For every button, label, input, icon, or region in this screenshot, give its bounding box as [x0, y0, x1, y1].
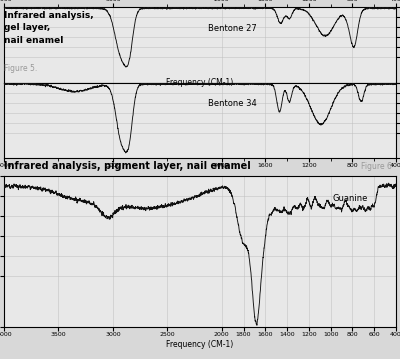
Text: Bentone 27: Bentone 27 [208, 24, 257, 33]
X-axis label: Frequency (CM-1): Frequency (CM-1) [166, 340, 234, 349]
Text: Guanine: Guanine [332, 194, 368, 202]
Text: Bentone 34: Bentone 34 [208, 99, 257, 108]
Text: Infrared analysis, pigment layer, nail enamel: Infrared analysis, pigment layer, nail e… [4, 160, 251, 171]
Text: Infrared analysis,
gel layer,
nail enamel: Infrared analysis, gel layer, nail ename… [4, 11, 94, 45]
Text: Figure 6: Figure 6 [361, 162, 392, 171]
Text: Frequency (CM-1): Frequency (CM-1) [166, 78, 234, 87]
Text: Figure 5.: Figure 5. [4, 64, 37, 73]
